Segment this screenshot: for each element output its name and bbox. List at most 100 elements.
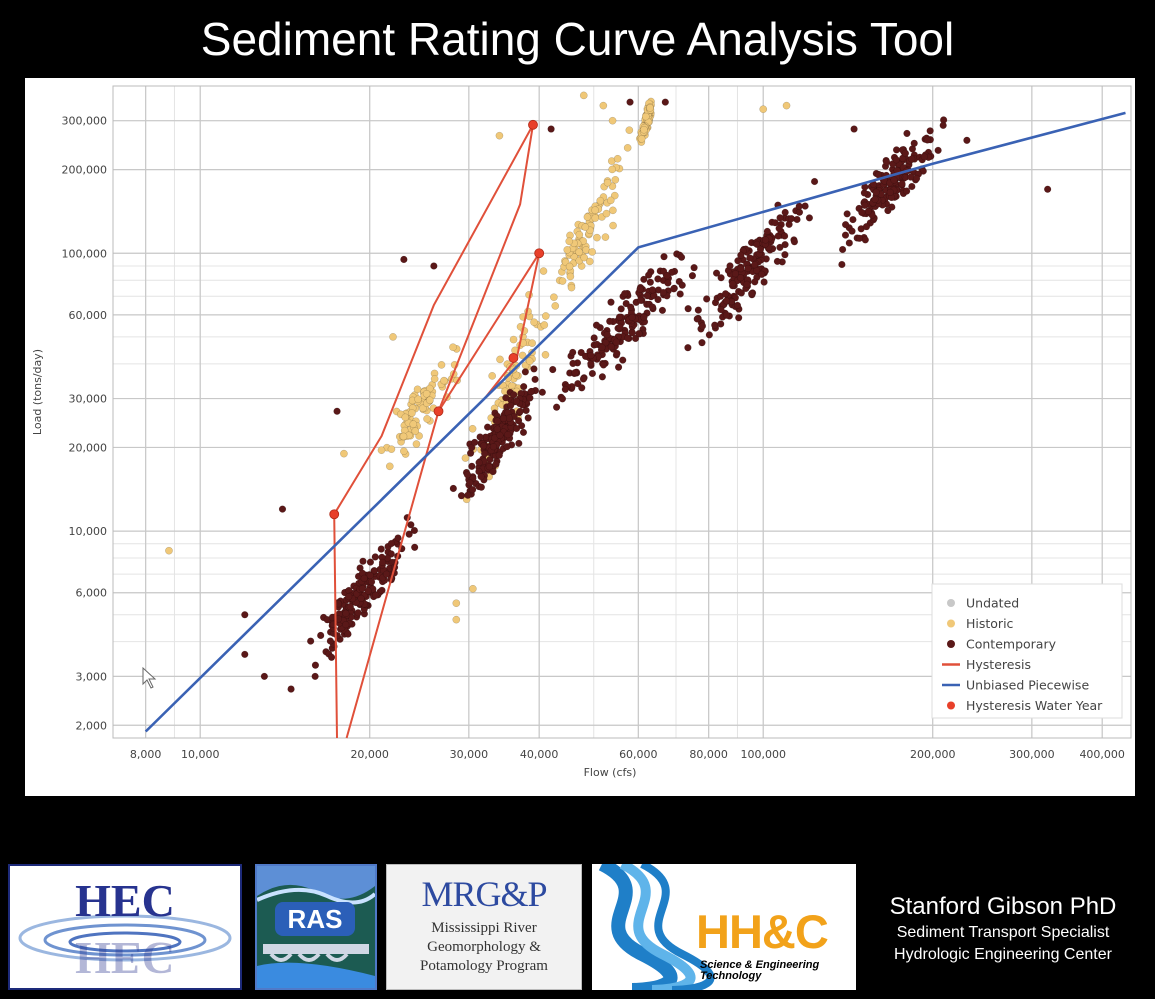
historic-point [340, 449, 348, 458]
legend-label: Undated [966, 596, 1019, 611]
contemporary-point [841, 220, 850, 229]
contemporary-point [737, 289, 746, 297]
hec-logo-reflection: HEC [75, 933, 175, 984]
historic-point [530, 318, 538, 327]
contemporary-point [510, 391, 518, 399]
historic-point [565, 262, 574, 271]
contemporary-point [744, 264, 752, 273]
legend-label: Hysteresis Water Year [966, 698, 1103, 713]
contemporary-point [622, 299, 630, 308]
contemporary-point [503, 442, 511, 451]
historic-point [609, 206, 617, 215]
hysteresis-water-year-marker [433, 406, 444, 417]
legend-marker-swatch [947, 619, 955, 628]
contemporary-point [616, 323, 624, 331]
contemporary-point [514, 417, 523, 425]
contemporary-point [602, 339, 610, 347]
contemporary-point [524, 414, 532, 422]
contemporary-point [468, 462, 476, 470]
contemporary-point [410, 526, 419, 535]
contemporary-point [756, 245, 765, 253]
contemporary-point [903, 129, 911, 138]
contemporary-point [780, 232, 789, 240]
historic-point [165, 546, 173, 555]
contemporary-point [890, 176, 898, 184]
historic-point [528, 339, 537, 347]
historic-point [495, 131, 504, 140]
contemporary-point [758, 270, 766, 278]
contemporary-point [654, 275, 662, 283]
mrgp-logo-line3: Potamology Program [420, 958, 548, 974]
contemporary-point [912, 174, 921, 183]
historic-point [440, 376, 448, 385]
contemporary-point [864, 207, 873, 216]
historic-point [575, 248, 584, 256]
historic-point [609, 221, 617, 230]
axis-labels: 8,000 10,000 20,000 30,000 40,000 60,000 80,00… [31, 115, 1125, 779]
contemporary-point [502, 394, 510, 402]
historic-point [563, 245, 572, 254]
contemporary-point [635, 329, 643, 338]
contemporary-point [855, 234, 864, 242]
contemporary-point [858, 208, 866, 217]
contemporary-point [648, 286, 657, 294]
contemporary-point [722, 311, 731, 319]
contemporary-point [311, 661, 320, 669]
contemporary-point [810, 177, 819, 186]
contemporary-point [664, 279, 672, 287]
contemporary-point [599, 361, 608, 369]
contemporary-point [619, 356, 627, 364]
legend-label: Unbiased Piecewise [966, 678, 1089, 693]
historic-point [401, 413, 410, 422]
historic-point [591, 214, 600, 222]
mrgp-logo: MRG&P Mississippi River Geomorphology & … [386, 864, 582, 990]
historic-point [588, 248, 597, 256]
contemporary-point [519, 428, 528, 437]
contemporary-point [910, 139, 918, 147]
y-tick-label: 6,000 [76, 587, 108, 600]
contemporary-point [489, 443, 498, 451]
hysteresis-water-year-marker [508, 353, 519, 363]
historic-point [551, 302, 560, 310]
contemporary-point [400, 255, 408, 264]
contemporary-point [333, 407, 341, 415]
contemporary-point [908, 155, 916, 163]
author-affiliation: Hydrologic Engineering Center [894, 946, 1112, 963]
contemporary-point [721, 290, 730, 298]
contemporary-point [898, 180, 906, 188]
mrgp-logo-title: MRG&P [421, 874, 547, 914]
historic-point [385, 462, 394, 471]
contemporary-point [516, 407, 524, 416]
y-tick-label: 10,000 [69, 525, 108, 538]
historic-point [461, 454, 470, 462]
contemporary-point [711, 321, 719, 329]
x-tick-label: 30,000 [450, 748, 489, 761]
contemporary-point [773, 257, 782, 266]
y-tick-label: 20,000 [69, 441, 108, 454]
contemporary-point [527, 388, 535, 396]
contemporary-point [481, 450, 489, 458]
contemporary-point [676, 290, 684, 298]
contemporary-point [512, 397, 521, 405]
contemporary-point [621, 289, 629, 298]
contemporary-point [661, 98, 669, 106]
plot-frame [112, 85, 1132, 739]
contemporary-point [512, 424, 521, 433]
legend-box [931, 583, 1123, 719]
historic-point [496, 355, 504, 364]
hhc-logo-line2: Technology [700, 970, 762, 982]
contemporary-point [901, 149, 910, 157]
contemporary-point [861, 201, 869, 209]
contemporary-point [640, 313, 648, 321]
contemporary-point [698, 339, 706, 347]
historic-point [601, 233, 610, 241]
contemporary-point [663, 272, 671, 280]
author-role: Sediment Transport Specialist [896, 924, 1110, 941]
contemporary-point [626, 98, 634, 106]
contemporary-point [457, 492, 466, 500]
contemporary-point [736, 274, 745, 282]
historic-point [541, 312, 550, 320]
contemporary-point [342, 609, 350, 618]
x-tick-label: 400,000 [1079, 748, 1125, 761]
contemporary-point [849, 215, 857, 224]
